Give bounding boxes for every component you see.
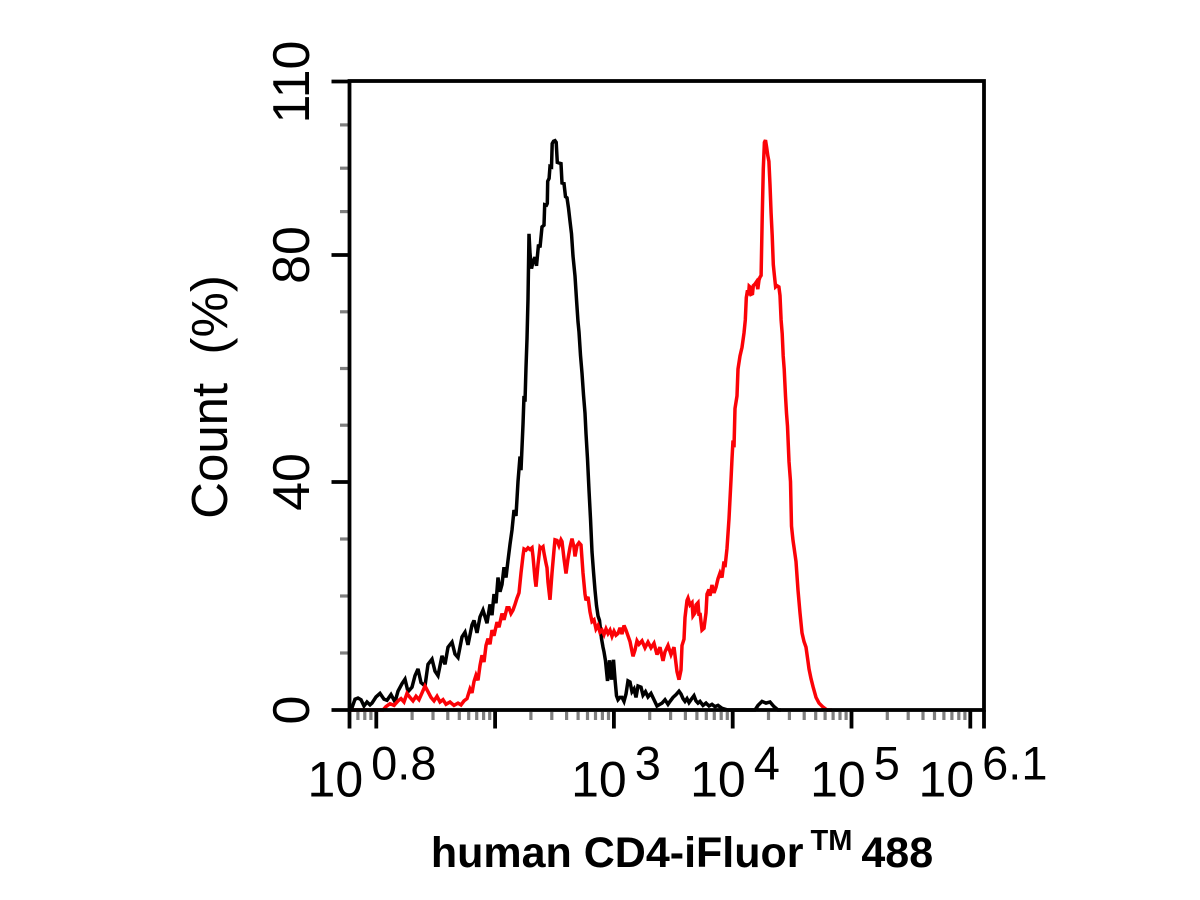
svg-text:40: 40 bbox=[263, 453, 321, 511]
svg-text:80: 80 bbox=[263, 226, 321, 284]
svg-text:110: 110 bbox=[263, 41, 321, 124]
svg-text:Count (%): Count (%) bbox=[181, 275, 238, 519]
svg-text:0: 0 bbox=[263, 696, 321, 725]
